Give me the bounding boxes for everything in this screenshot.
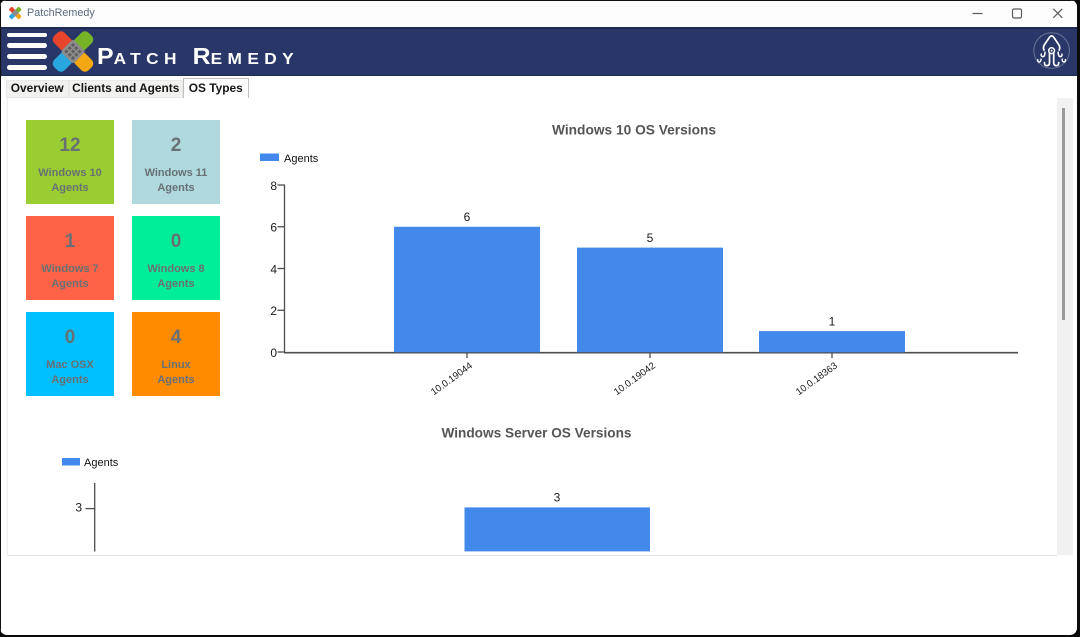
svg-text:6: 6 [464, 210, 471, 224]
svg-text:1: 1 [829, 315, 836, 329]
svg-text:6: 6 [270, 221, 277, 235]
svg-text:Agents: Agents [84, 457, 119, 469]
svg-text:10.0.19042: 10.0.19042 [612, 361, 658, 398]
svg-text:5: 5 [647, 231, 654, 245]
svg-text:10.0.18363: 10.0.18363 [794, 361, 840, 398]
svg-text:3: 3 [75, 501, 82, 515]
svg-text:10.0.19044: 10.0.19044 [429, 360, 475, 398]
svg-text:Windows 10 OS Versions: Windows 10 OS Versions [552, 123, 716, 138]
svg-text:Windows Server OS Versions: Windows Server OS Versions [442, 426, 632, 441]
svg-text:8: 8 [270, 179, 277, 193]
svg-text:3: 3 [554, 491, 561, 505]
svg-text:0: 0 [270, 346, 277, 360]
svg-text:4: 4 [270, 262, 277, 276]
svg-text:Agents: Agents [284, 153, 319, 165]
svg-text:2: 2 [270, 304, 277, 318]
